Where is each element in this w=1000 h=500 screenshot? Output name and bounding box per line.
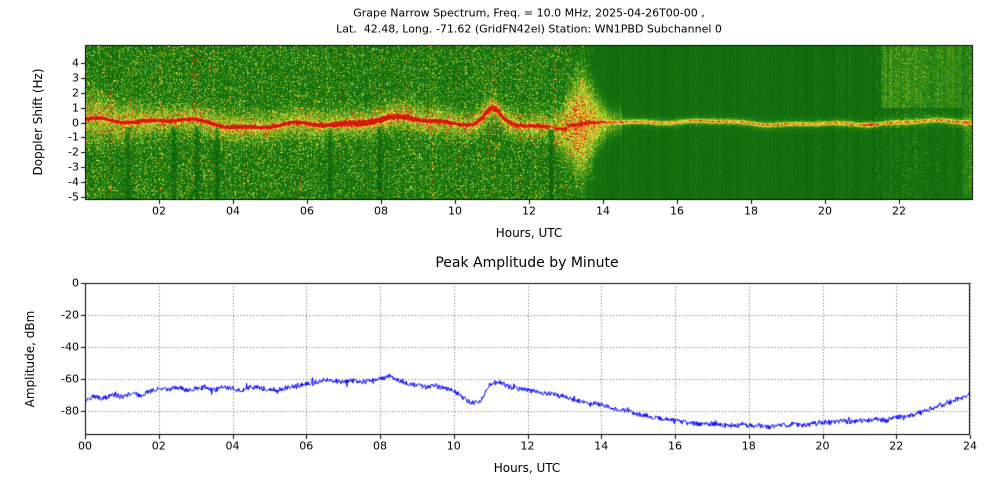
spectrogram-x-tick-label: 02	[152, 204, 166, 218]
spectrogram-y-tick-label: 2	[72, 86, 79, 100]
spectrogram-x-axis-label: Hours, UTC	[495, 226, 563, 240]
amplitude-x-tick-label: 08	[373, 439, 387, 453]
amplitude-x-tick-label: 24	[963, 439, 977, 453]
spectrogram-y-tick-label: 0	[72, 116, 79, 129]
spectrogram-y-tick-label: -4	[68, 175, 79, 189]
amplitude-x-tick-label: 14	[594, 439, 609, 453]
amplitude-x-tick-label: 02	[151, 439, 166, 453]
spectrogram-x-tick-label: 20	[818, 204, 832, 218]
spectrogram-y-tick-label: 4	[72, 56, 79, 70]
spectrogram-x-tick-label: 10	[448, 204, 462, 218]
amplitude-x-tick-label: 04	[225, 439, 240, 453]
spectrogram-y-tick-label: 1	[72, 101, 79, 115]
amplitude-x-tick-label: 12	[520, 439, 535, 453]
amplitude-x-tick-label: 16	[668, 439, 682, 453]
spectrogram-x-tick-label: 14	[596, 204, 610, 218]
spectrogram-y-tick-label: 3	[72, 71, 79, 85]
spectrogram-x-tick-label: 22	[892, 204, 906, 218]
spectrogram-x-tick-label: 06	[300, 204, 314, 218]
spectrogram-x-tick-label: 04	[226, 204, 240, 218]
spectrogram-y-tick-label: -1	[68, 130, 79, 144]
spectrogram-y-tick-label: -2	[68, 145, 79, 159]
spectrogram-y-tick-label: -5	[68, 190, 79, 204]
amplitude-y-tick-label: -20	[61, 308, 79, 322]
spectrogram-x-tick-label: 12	[522, 204, 536, 218]
spectrogram-y-tick-label: -3	[68, 160, 79, 174]
spectrogram-x-tick-label: 08	[374, 204, 388, 218]
amplitude-y-axis-label: Amplitude, dBm	[23, 310, 37, 408]
amplitude-x-tick-label: 10	[446, 439, 461, 453]
amplitude-y-tick-label: -60	[61, 372, 79, 386]
amplitude-y-tick-label: -40	[61, 340, 79, 354]
amplitude-x-tick-label: 20	[815, 439, 830, 453]
amplitude-chart-title: Peak Amplitude by Minute	[435, 255, 619, 271]
spectrogram-x-tick-label: 18	[744, 204, 758, 218]
amplitude-x-tick-label: 18	[741, 439, 756, 453]
amplitude-y-tick-label: 0	[72, 276, 79, 290]
spectrogram-title-line1: Grape Narrow Spectrum, Freq. = 10.0 MHz,…	[353, 6, 705, 20]
amplitude-x-tick-label: 22	[889, 439, 904, 453]
spectrogram-y-axis-label: Doppler Shift (Hz)	[31, 68, 45, 176]
amplitude-x-tick-label: 06	[299, 439, 314, 453]
spectrogram-x-tick-label: 16	[670, 204, 684, 218]
spectrogram-title-line2: Lat. 42.48, Long. -71.62 (GridFN42el) St…	[336, 22, 722, 36]
amplitude-x-axis-label: Hours, UTC	[493, 461, 561, 475]
amplitude-x-tick-label: 00	[78, 439, 92, 453]
amplitude-y-tick-label: -80	[61, 404, 79, 418]
